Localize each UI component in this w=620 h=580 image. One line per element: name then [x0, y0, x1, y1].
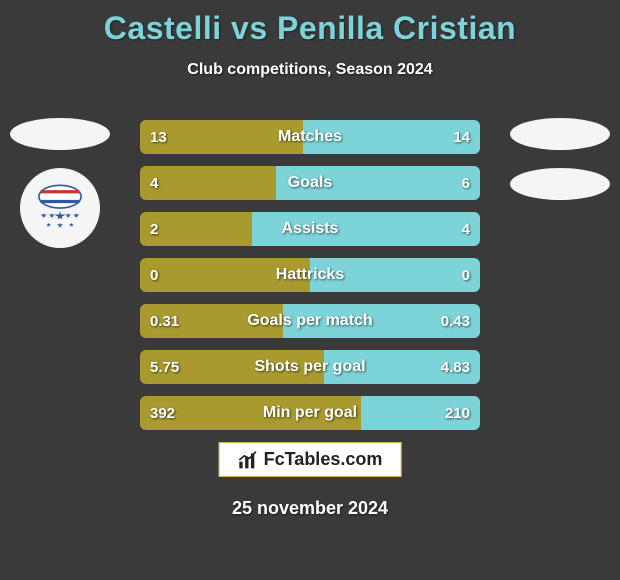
stat-row: 24Assists [140, 212, 480, 246]
row-label: Goals per match [140, 304, 480, 338]
stat-row: 46Goals [140, 166, 480, 200]
avatar-placeholder [10, 118, 110, 150]
row-label: Shots per goal [140, 350, 480, 384]
row-label: Assists [140, 212, 480, 246]
row-label: Min per goal [140, 396, 480, 430]
row-label: Matches [140, 120, 480, 154]
stat-row: 1314Matches [140, 120, 480, 154]
player-left-avatars [0, 118, 120, 248]
brand-text: FcTables.com [264, 449, 383, 470]
player-right-avatars [500, 118, 620, 218]
stat-rows: 1314Matches 46Goals 24Assists 00Hattricks 0.… [140, 120, 480, 442]
row-label: Goals [140, 166, 480, 200]
fctables-badge[interactable]: FcTables.com [219, 442, 402, 477]
subtitle: Club competitions, Season 2024 [0, 61, 620, 79]
stat-row: 5.754.83Shots per goal [140, 350, 480, 384]
row-label: Hattricks [140, 258, 480, 292]
date-label: 25 november 2024 [0, 498, 620, 519]
avatar-placeholder [510, 118, 610, 150]
stat-row: 0.310.43Goals per match [140, 304, 480, 338]
page-title: Castelli vs Penilla Cristian [0, 0, 620, 47]
avatar-placeholder [510, 168, 610, 200]
emelec-badge-icon [34, 182, 86, 234]
stat-row: 392210Min per goal [140, 396, 480, 430]
comparison-card: Castelli vs Penilla Cristian Club compet… [0, 0, 620, 580]
team-logo-left [20, 168, 100, 248]
chart-icon [238, 450, 258, 470]
stat-row: 00Hattricks [140, 258, 480, 292]
